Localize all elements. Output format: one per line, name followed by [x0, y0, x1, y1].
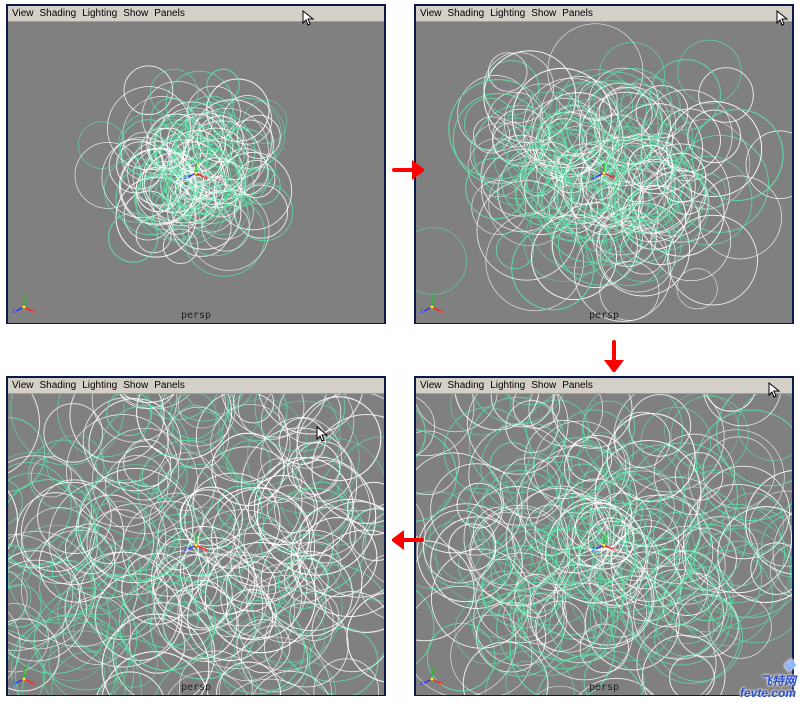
maya-viewport-panel-tr: View Shading Lighting Show Panels yxzyxzpersp — [414, 4, 794, 324]
particle-circles — [416, 22, 792, 323]
menu-item-view[interactable]: View — [420, 8, 442, 19]
menu-item-show[interactable]: Show — [531, 8, 556, 19]
viewport[interactable]: yxzyxzpersp — [8, 22, 384, 323]
particle-circles — [8, 22, 384, 323]
menu-item-view[interactable]: View — [12, 8, 34, 19]
menu-item-panels[interactable]: Panels — [154, 380, 185, 391]
viewport[interactable]: yxzyxzpersp — [416, 394, 792, 695]
particle-circles — [8, 394, 384, 695]
camera-label: persp — [589, 310, 619, 321]
menu-item-shading[interactable]: Shading — [40, 8, 77, 19]
camera-label: persp — [181, 310, 211, 321]
tutorial-sequence: View Shading Lighting Show Panels yxzyxzpersp… — [0, 0, 800, 703]
viewport-menubar[interactable]: View Shading Lighting Show Panels — [8, 6, 384, 22]
menu-item-panels[interactable]: Panels — [562, 380, 593, 391]
sequence-arrow-icon — [604, 340, 624, 372]
menu-item-show[interactable]: Show — [123, 380, 148, 391]
viewport-menubar[interactable]: View Shading Lighting Show Panels — [416, 378, 792, 394]
menu-item-lighting[interactable]: Lighting — [82, 380, 117, 391]
watermark-wings-icon: ❖ — [782, 659, 796, 675]
maya-viewport-panel-br: View Shading Lighting Show Panels yxzyxzpersp — [414, 376, 794, 696]
menu-item-show[interactable]: Show — [123, 8, 148, 19]
menu-item-panels[interactable]: Panels — [562, 8, 593, 19]
viewport[interactable]: yxzyxzpersp — [8, 394, 384, 695]
viewport[interactable]: yxzyxzpersp — [416, 22, 792, 323]
watermark: ❖飞特网fevte.com — [740, 659, 796, 699]
menu-item-lighting[interactable]: Lighting — [490, 8, 525, 19]
menu-item-view[interactable]: View — [420, 380, 442, 391]
maya-viewport-panel-tl: View Shading Lighting Show Panels yxzyxzpersp — [6, 4, 386, 324]
menu-item-lighting[interactable]: Lighting — [490, 380, 525, 391]
menu-item-lighting[interactable]: Lighting — [82, 8, 117, 19]
sequence-arrow-down — [604, 340, 624, 375]
menu-item-shading[interactable]: Shading — [448, 8, 485, 19]
watermark-line2: fevte.com — [740, 686, 796, 700]
viewport-menubar[interactable]: View Shading Lighting Show Panels — [416, 6, 792, 22]
menu-item-panels[interactable]: Panels — [154, 8, 185, 19]
menu-item-shading[interactable]: Shading — [40, 380, 77, 391]
camera-label: persp — [181, 682, 211, 693]
menu-item-view[interactable]: View — [12, 380, 34, 391]
particle-circles — [416, 394, 792, 695]
menu-item-shading[interactable]: Shading — [448, 380, 485, 391]
viewport-menubar[interactable]: View Shading Lighting Show Panels — [8, 378, 384, 394]
menu-item-show[interactable]: Show — [531, 380, 556, 391]
maya-viewport-panel-bl: View Shading Lighting Show Panels yxzyxzpersp — [6, 376, 386, 696]
camera-label: persp — [589, 682, 619, 693]
